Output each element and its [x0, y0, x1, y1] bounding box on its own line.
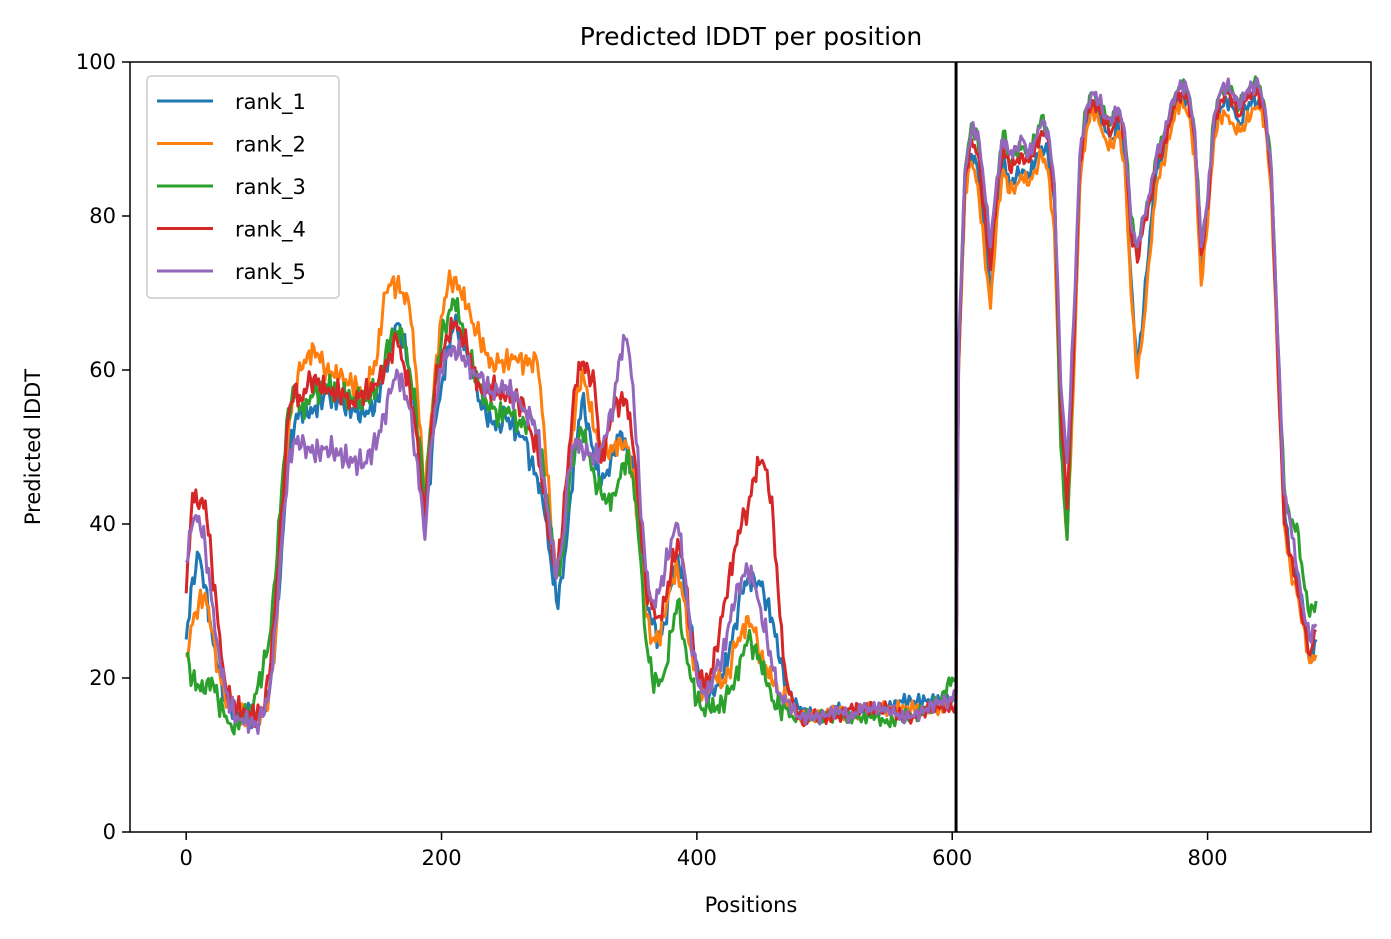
series-layer	[184, 75, 1318, 736]
x-tick-label: 0	[179, 846, 192, 870]
y-tick-label: 80	[89, 204, 116, 228]
x-tick-label: 200	[421, 846, 461, 870]
y-axis: 0 20 40 60 80 100	[76, 50, 130, 844]
x-tick-label: 400	[677, 846, 717, 870]
legend-box	[146, 75, 340, 299]
y-tick-label: 20	[89, 666, 116, 690]
legend-label-rank_2: rank_2	[235, 133, 306, 158]
legend-label-rank_1: rank_1	[235, 90, 306, 115]
y-tick-label: 100	[76, 50, 116, 74]
series-line-rank_5	[184, 76, 1318, 735]
y-tick-label: 0	[103, 820, 116, 844]
y-tick-label: 40	[89, 512, 116, 536]
series-line-rank_4	[184, 86, 1317, 728]
legend: rank_1 rank_2 rank_3 rank_4 rank_5	[146, 75, 340, 299]
legend-label-rank_3: rank_3	[235, 175, 306, 200]
x-axis: 0 200 400 600 800	[179, 832, 1228, 870]
x-tick-label: 800	[1188, 846, 1228, 870]
y-axis-label: Predicted lDDT	[21, 369, 45, 525]
y-tick-label: 60	[89, 358, 116, 382]
chart-title: Predicted lDDT per position	[580, 22, 922, 51]
legend-label-rank_4: rank_4	[235, 218, 306, 243]
plot-frame	[129, 61, 1372, 833]
x-tick-label: 600	[932, 846, 972, 870]
x-axis-label: Positions	[705, 893, 798, 917]
legend-label-rank_5: rank_5	[235, 260, 306, 285]
series-line-rank_2	[185, 99, 1318, 728]
